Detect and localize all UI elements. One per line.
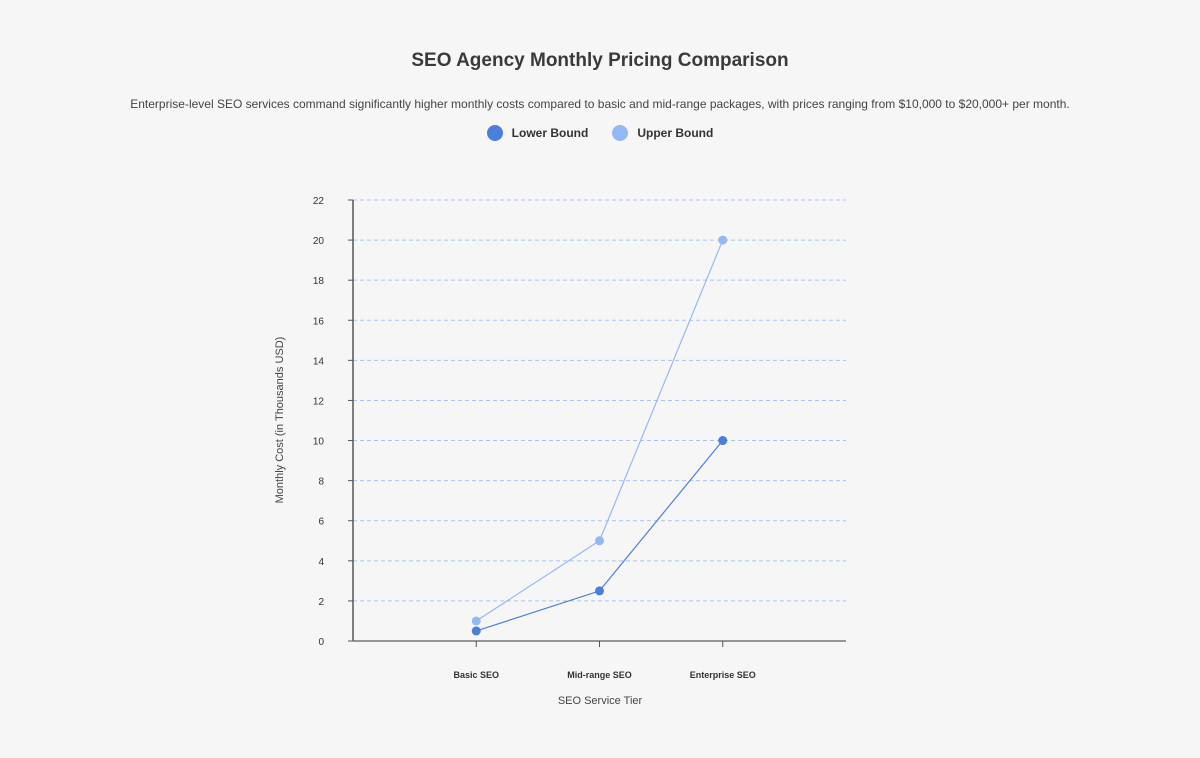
- x-axis-label: SEO Service Tier: [558, 695, 643, 707]
- data-point: [718, 436, 728, 446]
- series-line: [476, 440, 724, 632]
- legend: Lower Bound Upper Bound: [0, 125, 1200, 141]
- legend-item-lower-bound[interactable]: Lower Bound: [486, 125, 589, 141]
- legend-label: Lower Bound: [511, 126, 589, 140]
- y-tick-label: 16: [313, 316, 325, 327]
- y-tick-label: 2: [318, 597, 324, 608]
- y-tick-label: 0: [318, 637, 324, 648]
- y-axis-label: Monthly Cost (in Thousands USD): [274, 337, 286, 504]
- y-tick-label: 6: [318, 517, 324, 528]
- y-tick-label: 12: [313, 396, 325, 407]
- series-line: [475, 239, 724, 622]
- y-tick-label: 20: [313, 236, 325, 247]
- y-tick-label: 22: [313, 196, 325, 207]
- legend-item-upper-bound[interactable]: Upper Bound: [612, 125, 713, 141]
- chart-subtitle: Enterprise-level SEO services command si…: [130, 97, 1070, 111]
- x-tick-label: Basic SEO: [453, 670, 499, 680]
- x-tick-label: Enterprise SEO: [690, 670, 756, 680]
- y-tick-label: 10: [313, 437, 325, 448]
- legend-marker-lower: [486, 125, 503, 141]
- y-tick-label: 18: [313, 276, 325, 287]
- data-point: [595, 586, 604, 596]
- y-tick-label: 14: [313, 356, 325, 367]
- data-point: [471, 626, 481, 636]
- chart-title: SEO Agency Monthly Pricing Comparison: [411, 50, 789, 71]
- y-tick-label: 8: [318, 477, 324, 488]
- data-point: [718, 235, 728, 245]
- data-point: [471, 616, 481, 626]
- legend-label: Upper Bound: [637, 126, 714, 140]
- y-tick-label: 4: [318, 557, 324, 568]
- x-tick-label: Mid-range SEO: [567, 670, 632, 680]
- data-point: [595, 536, 604, 546]
- legend-marker-upper: [612, 125, 629, 141]
